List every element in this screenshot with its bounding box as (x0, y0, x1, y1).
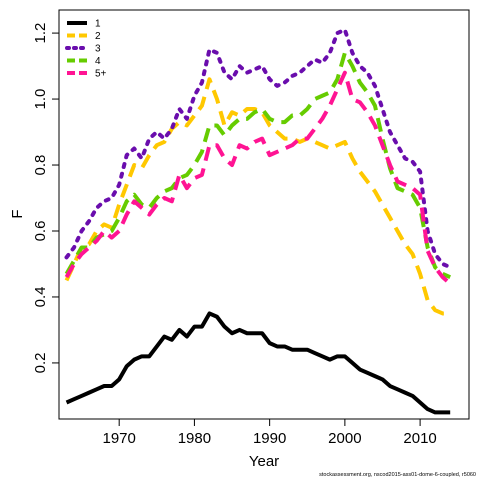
x-tick-label: 1970 (102, 430, 135, 447)
series-layer (64, 27, 453, 415)
y-tick-label: 0.6 (32, 221, 49, 242)
credit-text: stockassessment.org, nscod2015-ass01-dom… (319, 472, 476, 478)
y-tick-label: 0.8 (32, 155, 49, 176)
y-tick-label: 1.2 (32, 23, 49, 44)
y-tick-label: 1.0 (32, 89, 49, 110)
x-tick-label: 1980 (178, 430, 211, 447)
x-axis: 1970 1980 1990 2000 2010 (102, 419, 437, 447)
y-tick-label: 0.4 (32, 287, 49, 308)
series-line-3 (64, 27, 453, 270)
legend-label: 5+ (95, 69, 107, 80)
x-axis-label: Year (249, 453, 279, 470)
plot-frame (58, 9, 470, 420)
y-axis-label: F (9, 209, 26, 218)
legend: 12 34 5+ (65, 19, 107, 80)
series-line-5plus (64, 70, 452, 286)
legend-label: 1 (95, 19, 101, 30)
series-line-2 (64, 77, 451, 316)
x-tick-label: 2000 (328, 430, 361, 447)
x-tick-label: 2010 (403, 430, 436, 447)
y-tick-label: 0.2 (32, 352, 49, 373)
series-line-1 (65, 311, 451, 415)
legend-label: 4 (95, 56, 101, 67)
legend-label: 3 (95, 44, 101, 55)
y-axis: 0.2 0.4 0.6 0.8 1.0 1.2 (32, 23, 59, 373)
legend-label: 2 (95, 31, 101, 42)
x-tick-label: 1990 (253, 430, 286, 447)
